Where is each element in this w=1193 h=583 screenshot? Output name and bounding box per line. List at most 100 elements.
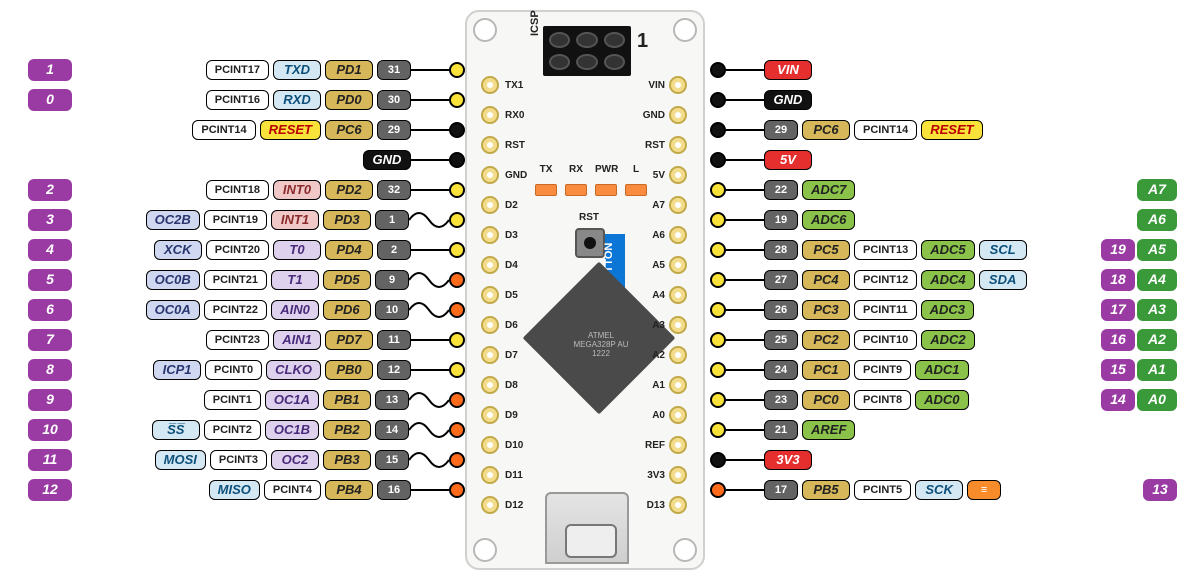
board: ICSP 1 TXRXPWRL RST RESET BUTTON ATMEL M… xyxy=(465,10,705,570)
icsp-label: ICSP xyxy=(529,10,541,36)
pin-tag: PD7 xyxy=(325,330,373,350)
pin-row-left: 10PD6AIN0PCINT22OC0A xyxy=(130,298,465,322)
pin-tag: 30 xyxy=(377,90,411,110)
silk-label: REF xyxy=(645,440,665,451)
pin-tag: T0 xyxy=(273,240,321,260)
pin-tag: RXD xyxy=(273,90,321,110)
pin-tag: 16 xyxy=(377,480,411,500)
screw-hole xyxy=(473,538,497,562)
pin-tag: OC2 xyxy=(271,450,319,470)
silk-label: D13 xyxy=(647,500,665,511)
silk-label: 5V xyxy=(653,170,665,181)
silk-label: D5 xyxy=(505,290,518,301)
digital-pin-number: 2 xyxy=(28,179,72,201)
pad xyxy=(669,406,687,424)
pin-dot xyxy=(449,332,465,348)
pin-tag: VIN xyxy=(764,60,812,80)
pin-tag: PCINT2 xyxy=(204,420,261,440)
silk-label: RST xyxy=(645,140,665,151)
pin-tag: PD4 xyxy=(325,240,373,260)
analog-pin-number: 17A3 xyxy=(1101,299,1177,321)
wire xyxy=(726,369,764,371)
silk-label: A2 xyxy=(652,350,665,361)
icsp-pin1: 1 xyxy=(637,30,648,53)
pin-row-left: GND xyxy=(130,148,465,172)
wire xyxy=(411,369,449,371)
pin-tag: 12 xyxy=(377,360,411,380)
pad xyxy=(481,226,499,244)
pin-tag: 25 xyxy=(764,330,798,350)
pin-tag: T1 xyxy=(271,270,319,290)
silk-label: D4 xyxy=(505,260,518,271)
silk-label: A3 xyxy=(652,320,665,331)
silk-label: 3V3 xyxy=(647,470,665,481)
pin-row-right: 25PC2PCINT10ADC2 xyxy=(710,328,1070,352)
pin-row-left: 15PB3OC2PCINT3MOSI xyxy=(130,448,465,472)
pin-tag: ADC0 xyxy=(915,390,968,410)
pin-tag: PC2 xyxy=(802,330,850,350)
wire xyxy=(726,159,764,161)
led-pwr xyxy=(595,184,617,196)
pin-tag: OC0A xyxy=(146,300,200,320)
pin-tag: PCINT12 xyxy=(854,270,917,290)
pin-tag: 14 xyxy=(375,420,409,440)
pwm-wave-icon xyxy=(409,450,449,470)
pin-tag: PC5 xyxy=(802,240,850,260)
pin-tag: 13 xyxy=(375,390,409,410)
analog-pin-number: 13 xyxy=(1143,479,1177,501)
wire xyxy=(726,249,764,251)
pin-dot xyxy=(710,62,726,78)
wire xyxy=(726,339,764,341)
wire xyxy=(726,69,764,71)
pad xyxy=(669,466,687,484)
pad xyxy=(481,316,499,334)
pad xyxy=(669,136,687,154)
wire xyxy=(411,69,449,71)
silk-label: A1 xyxy=(652,380,665,391)
pin-row-right: 27PC4PCINT12ADC4SDA xyxy=(710,268,1070,292)
wire xyxy=(726,129,764,131)
silk-label: D2 xyxy=(505,200,518,211)
pwm-wave-icon xyxy=(409,270,449,290)
pin-dot xyxy=(710,212,726,228)
pin-tag: INT1 xyxy=(271,210,319,230)
pad xyxy=(669,106,687,124)
pin-tag: OC1B xyxy=(265,420,319,440)
silk-label: D11 xyxy=(505,470,523,481)
pwm-wave-icon xyxy=(409,210,449,230)
pin-tag: AIN0 xyxy=(271,300,319,320)
pin-tag: PC6 xyxy=(802,120,850,140)
led-label: RX xyxy=(565,164,587,175)
pin-tag: ADC3 xyxy=(921,300,974,320)
silk-label: D8 xyxy=(505,380,518,391)
pin-tag: RESET xyxy=(921,120,982,140)
pin-tag: 27 xyxy=(764,270,798,290)
pin-tag: PC0 xyxy=(802,390,850,410)
pin-row-left: 1PD3INT1PCINT19OC2B xyxy=(130,208,465,232)
pin-tag: PB2 xyxy=(323,420,371,440)
pin-tag: PD3 xyxy=(323,210,371,230)
analog-pin-number: 19A5 xyxy=(1101,239,1177,261)
silk-label: D10 xyxy=(505,440,523,451)
silk-label: GND xyxy=(643,110,665,121)
usb-connector xyxy=(545,492,629,564)
pin-row-right: GND xyxy=(710,88,1070,112)
pin-tag: 31 xyxy=(377,60,411,80)
pad xyxy=(669,376,687,394)
mcu-chip-label: ATMEL MEGA328P AU 1222 xyxy=(573,332,629,358)
pin-dot xyxy=(449,452,465,468)
reset-button[interactable] xyxy=(575,228,605,258)
pin-dot xyxy=(710,122,726,138)
pin-tag: 3V3 xyxy=(764,450,812,470)
pin-row-left: 29PC6RESETPCINT14 xyxy=(130,118,465,142)
pin-tag: 23 xyxy=(764,390,798,410)
pwm-wave-icon xyxy=(409,300,449,320)
pin-tag: SDA xyxy=(979,270,1027,290)
pin-tag: 29 xyxy=(764,120,798,140)
pwm-wave-icon xyxy=(409,420,449,440)
pin-row-left: 12PB0CLKOPCINT0ICP1 xyxy=(130,358,465,382)
pin-tag: 5V xyxy=(764,150,812,170)
silk-label: GND xyxy=(505,170,527,181)
pin-tag: PB0 xyxy=(325,360,373,380)
pin-dot xyxy=(449,122,465,138)
